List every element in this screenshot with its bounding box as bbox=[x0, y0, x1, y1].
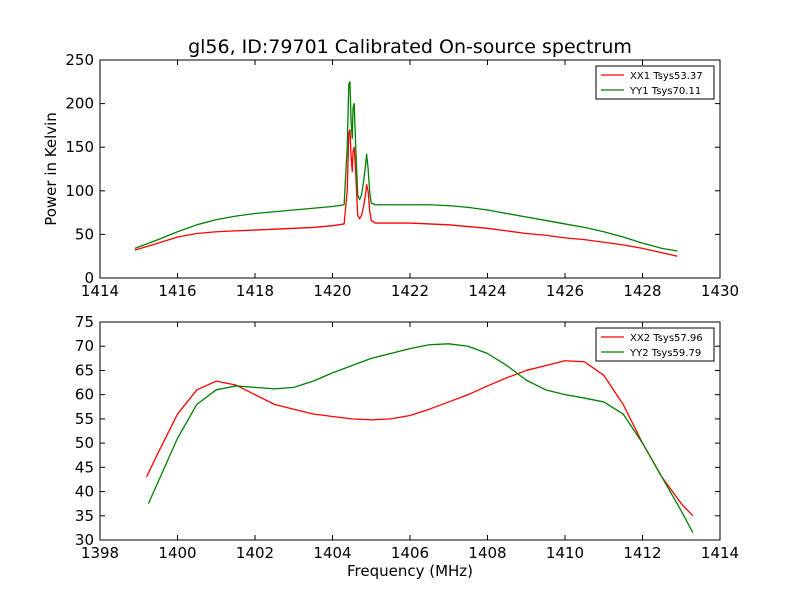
bottom-chart: 1398 1400 1402 1404 1406 1408 1410 1412 1414 30 35… bbox=[75, 313, 739, 580]
y-tick-label: 70 bbox=[75, 337, 94, 355]
legend-label-1: XX1 Tsys53.37 bbox=[630, 71, 703, 82]
x-tick-label: 1410 bbox=[546, 544, 584, 562]
y-tick-label: 40 bbox=[75, 483, 94, 501]
x-tick-label: 1418 bbox=[236, 282, 274, 300]
x-tick-label: 1402 bbox=[236, 544, 274, 562]
y-tick-label: 250 bbox=[65, 51, 94, 69]
x-tick-label: 1428 bbox=[623, 282, 661, 300]
x-tick-label: 1406 bbox=[391, 544, 429, 562]
legend-label-1: XX2 Tsys57.96 bbox=[630, 333, 703, 344]
chart-title: gl56, ID:79701 Calibrated On-source spec… bbox=[188, 36, 632, 58]
legend: XX2 Tsys57.96 YY2 Tsys59.79 bbox=[595, 327, 715, 362]
x-tick-label: 1416 bbox=[158, 282, 196, 300]
series-line-1 bbox=[134, 129, 678, 257]
legend: XX1 Tsys53.37 YY1 Tsys70.11 bbox=[595, 65, 715, 100]
y-tick-label: 50 bbox=[75, 225, 94, 243]
x-tick-label: 1398 bbox=[81, 544, 119, 562]
legend-label-2: YY2 Tsys59.79 bbox=[629, 348, 701, 359]
x-tick-label: 1420 bbox=[313, 282, 351, 300]
y-tick-label: 200 bbox=[65, 95, 94, 113]
y-tick-label: 45 bbox=[75, 458, 94, 476]
legend-box bbox=[595, 65, 715, 100]
legend-label-2: YY1 Tsys70.11 bbox=[629, 86, 701, 97]
series-line-2 bbox=[134, 81, 678, 252]
series-line-1 bbox=[145, 360, 694, 517]
x-tick-label: 1424 bbox=[468, 282, 506, 300]
y-tick-label: 60 bbox=[75, 386, 94, 404]
y-axis-label: Power in Kelvin bbox=[42, 112, 60, 226]
x-tick-label: 1408 bbox=[468, 544, 506, 562]
legend-box bbox=[595, 327, 715, 362]
x-tick-label: 1404 bbox=[313, 544, 351, 562]
x-tick-label: 1430 bbox=[701, 282, 739, 300]
x-tick-label: 1426 bbox=[546, 282, 584, 300]
y-tick-label: 150 bbox=[65, 138, 94, 156]
y-tick-label: 55 bbox=[75, 410, 94, 428]
top-chart: gl56, ID:79701 Calibrated On-source spec… bbox=[42, 36, 739, 300]
y-tick-label: 65 bbox=[75, 361, 94, 379]
y-tick-label: 100 bbox=[65, 182, 94, 200]
y-tick-label: 0 bbox=[84, 269, 94, 287]
y-tick-label: 50 bbox=[75, 434, 94, 452]
x-tick-label: 1414 bbox=[81, 282, 119, 300]
x-tick-label: 1422 bbox=[391, 282, 429, 300]
y-tick-label: 30 bbox=[75, 531, 94, 549]
x-axis-label: Frequency (MHz) bbox=[347, 562, 473, 580]
x-tick-label: 1414 bbox=[701, 544, 739, 562]
x-tick-label: 1412 bbox=[623, 544, 661, 562]
series-line-2 bbox=[147, 343, 694, 534]
x-tick-label: 1400 bbox=[158, 544, 196, 562]
y-tick-label: 35 bbox=[75, 507, 94, 525]
y-tick-label: 75 bbox=[75, 313, 94, 331]
